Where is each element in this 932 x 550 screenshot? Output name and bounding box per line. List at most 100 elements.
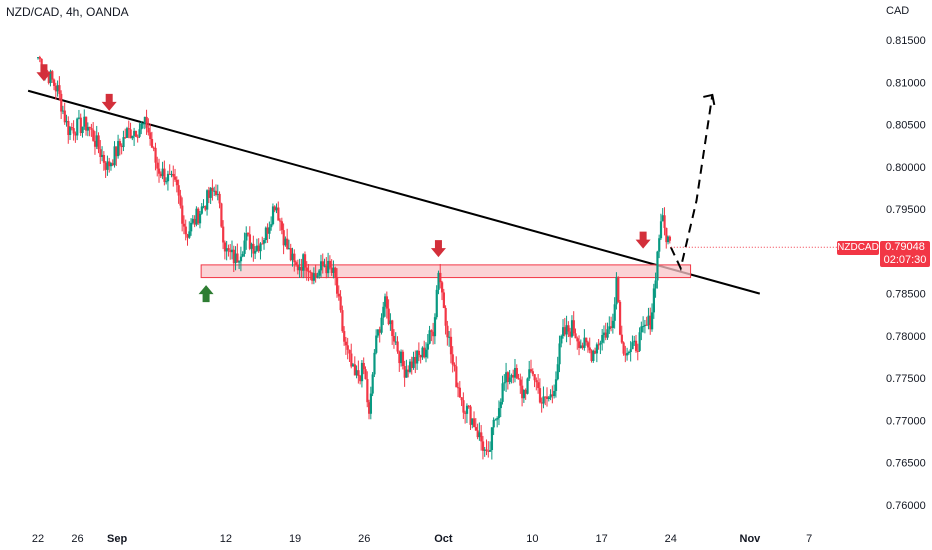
- candle-body: [143, 116, 146, 124]
- candle-body: [492, 419, 495, 428]
- candle-body: [298, 266, 301, 271]
- candle-body: [658, 238, 661, 252]
- price-tick-label: 0.78000: [886, 331, 926, 343]
- candle-body: [417, 350, 421, 356]
- candle-body: [565, 325, 568, 335]
- candle-body: [257, 245, 260, 252]
- candle-body: [156, 162, 159, 169]
- candle-body: [252, 243, 255, 254]
- candle-body: [497, 408, 501, 419]
- candle-body: [362, 362, 365, 370]
- candle-body: [90, 128, 93, 130]
- candle-body: [118, 141, 122, 146]
- candle-body: [401, 351, 405, 367]
- candle-body: [483, 449, 486, 451]
- candle-body: [198, 213, 202, 224]
- candle-body: [348, 349, 351, 354]
- candle-body: [512, 375, 515, 378]
- candle-body: [335, 277, 339, 294]
- candle-body: [37, 57, 40, 59]
- candle-body: [457, 387, 460, 389]
- candle-body: [220, 203, 223, 227]
- candle-body: [56, 85, 59, 92]
- candle-body: [424, 349, 428, 358]
- candle-body: [328, 260, 332, 268]
- candle-body: [638, 332, 641, 351]
- candle-body: [667, 236, 670, 243]
- candle-body: [318, 270, 321, 276]
- candle-body: [101, 154, 104, 157]
- candle-body: [355, 370, 358, 376]
- price-tick-label: 0.78500: [886, 289, 926, 301]
- candle-body: [595, 344, 599, 354]
- candle-body: [615, 276, 618, 305]
- bar-countdown: 02:07:30: [883, 254, 927, 266]
- candle-body: [553, 390, 556, 397]
- candle-body: [175, 179, 179, 186]
- candle-body: [97, 135, 100, 150]
- candle-body: [230, 249, 234, 253]
- candle-body: [476, 430, 479, 438]
- candle-body: [554, 379, 558, 391]
- candle-body: [412, 356, 415, 368]
- candle-body: [158, 168, 161, 174]
- candle-body: [633, 340, 636, 343]
- candle-body: [197, 208, 200, 224]
- candle-body: [291, 253, 294, 261]
- candle-body: [583, 337, 586, 348]
- candle-body: [549, 394, 552, 398]
- candle-body: [560, 335, 563, 344]
- candle-body: [513, 367, 517, 378]
- candle-body: [574, 333, 577, 339]
- price-tick-label: 0.80500: [886, 120, 926, 132]
- candle-body: [247, 233, 250, 235]
- candle-body: [332, 267, 335, 273]
- candle-body: [626, 352, 629, 356]
- candle-body: [572, 320, 575, 334]
- time-tick-label: 17: [595, 533, 607, 545]
- candle-body: [350, 353, 353, 367]
- candle-body: [538, 388, 542, 403]
- candle-body: [229, 249, 232, 253]
- candle-body: [602, 332, 606, 335]
- candle-body: [133, 130, 136, 136]
- candle-body: [150, 138, 154, 148]
- candle-body: [375, 335, 378, 353]
- candle-body: [453, 364, 456, 367]
- candle-body: [273, 206, 276, 211]
- candle-body: [102, 154, 106, 163]
- candle-body: [300, 266, 303, 271]
- candle-body: [282, 230, 285, 246]
- candle-body: [181, 205, 184, 224]
- candle-body: [540, 402, 543, 404]
- candle-body: [473, 418, 476, 428]
- candle-body: [275, 207, 278, 211]
- candle-body: [92, 129, 95, 141]
- candle-body: [86, 126, 90, 131]
- candle-body: [337, 293, 340, 297]
- candle-body: [339, 296, 342, 311]
- candle-body: [494, 419, 497, 421]
- candle-body: [225, 248, 228, 252]
- candle-body: [352, 364, 355, 367]
- candle-body: [423, 347, 426, 358]
- candle-body: [279, 220, 282, 222]
- resistance-zone: [200, 264, 692, 279]
- candle-body: [353, 364, 356, 376]
- last-price-value: 0.79048: [885, 241, 925, 253]
- candle-body: [368, 402, 371, 414]
- candle-body: [373, 352, 376, 375]
- candle-body: [122, 137, 125, 148]
- candle-body: [380, 317, 383, 333]
- candle-body: [286, 238, 289, 249]
- candle-body: [238, 261, 241, 263]
- projection-group: [669, 93, 716, 272]
- candle-body: [243, 240, 246, 254]
- chart-title: NZD/CAD, 4h, OANDA: [6, 5, 129, 19]
- candle-body: [558, 343, 561, 365]
- candle-body: [529, 369, 533, 372]
- candle-body: [537, 382, 540, 389]
- candle-body: [546, 396, 549, 399]
